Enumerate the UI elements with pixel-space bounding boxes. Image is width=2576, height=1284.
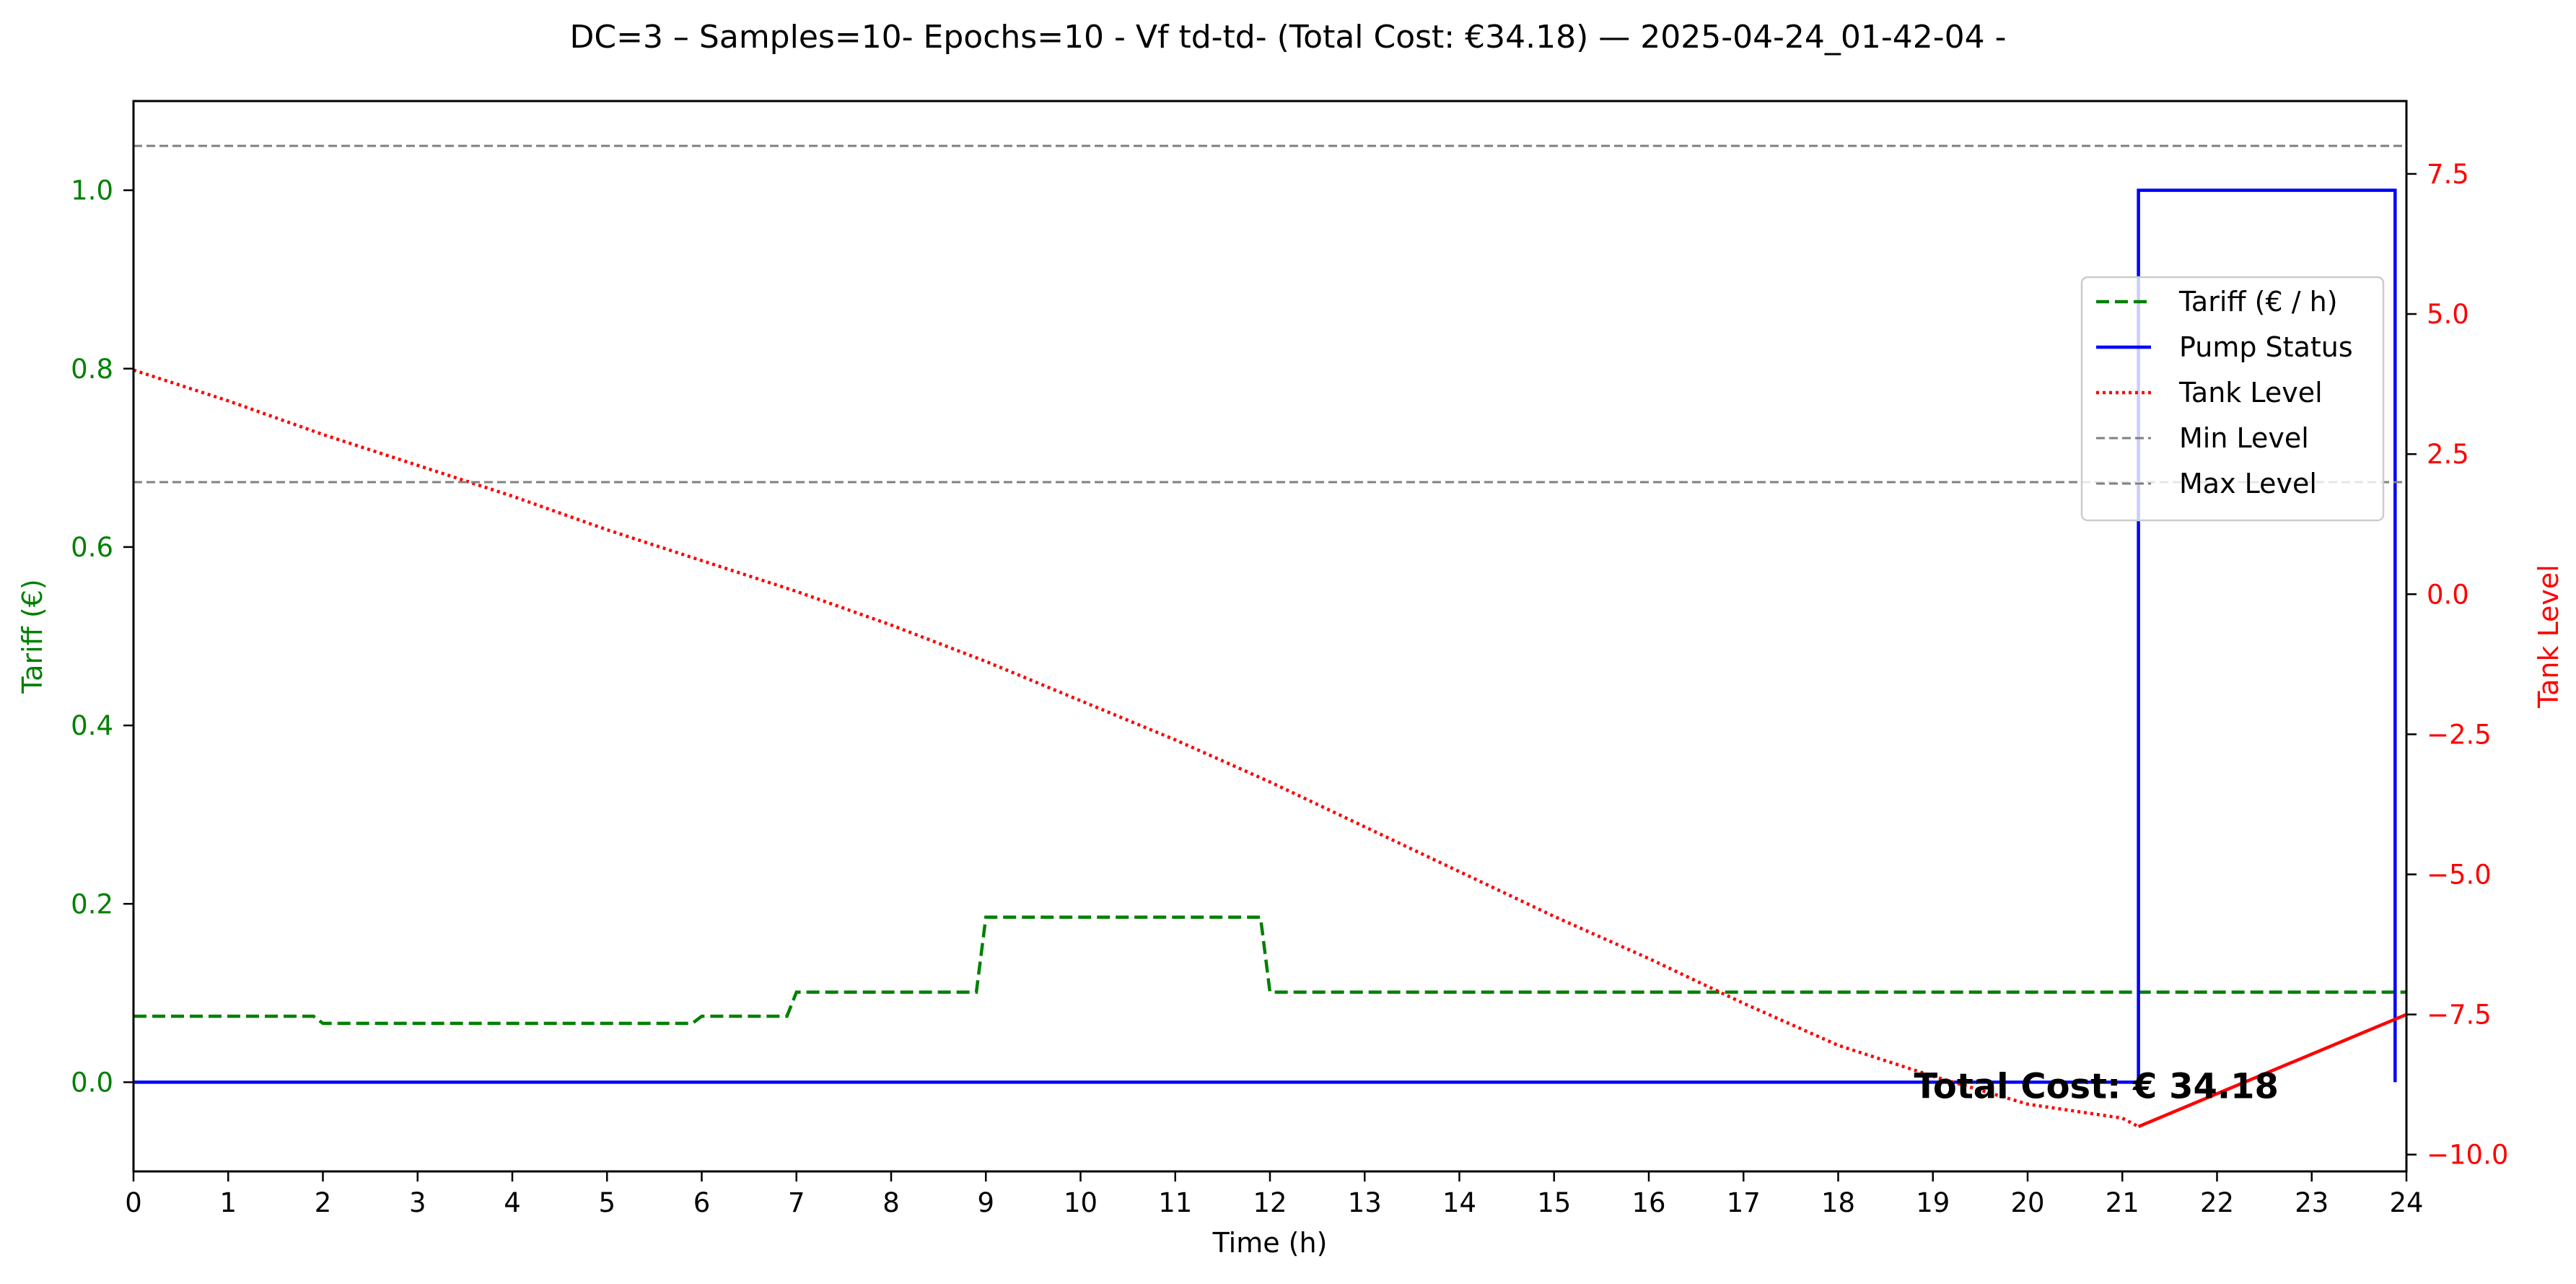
y-right-tick-label: 2.5 — [2427, 439, 2469, 470]
series-tariff-h — [133, 915, 2406, 1026]
plot-frame — [132, 100, 2408, 1173]
y-axis-left: 0.0 0.2 0.4 0.6 0.8 1.0 — [71, 175, 133, 1098]
x-tick-label: 5 — [598, 1187, 615, 1218]
y-left-tick-label: 0.2 — [71, 888, 113, 920]
x-axis: 0 1 2 3 4 5 6 7 8 9 10 11 12 13 14 15 16 17 18 19 20 21 22 23 24 — [125, 1171, 2424, 1218]
y-left-tick-label: 1.0 — [71, 175, 113, 206]
x-tick-label: 21 — [2106, 1187, 2139, 1218]
x-tick-label: 17 — [1727, 1187, 1761, 1218]
y-right-tick-label: −5.0 — [2427, 859, 2492, 890]
x-axis-title: Time (h) — [1212, 1227, 1328, 1259]
legend-label: Min Level — [2179, 422, 2309, 454]
x-tick-label: 11 — [1158, 1187, 1192, 1218]
x-tick-label: 18 — [1821, 1187, 1855, 1218]
x-tick-label: 16 — [1631, 1187, 1665, 1218]
series-tank-level-refill — [2137, 1013, 2407, 1128]
x-tick-label: 9 — [977, 1187, 994, 1218]
y-right-axis-title: Tank Level — [2533, 564, 2564, 709]
y-right-tick-label: 0.0 — [2427, 579, 2469, 610]
series-tank-level — [133, 368, 2139, 1128]
y-right-tick-label: −10.0 — [2427, 1140, 2508, 1171]
x-tick-label: 13 — [1348, 1187, 1382, 1218]
x-tick-label: 6 — [693, 1187, 711, 1218]
x-tick-label: 0 — [125, 1187, 142, 1218]
annotation-total-cost: Total Cost: € 34.18 — [1914, 1067, 2279, 1107]
x-tick-label: 12 — [1253, 1187, 1287, 1218]
y-left-tick-label: 0.8 — [71, 354, 113, 385]
x-tick-label: 1 — [219, 1187, 237, 1218]
x-tick-label: 4 — [504, 1187, 521, 1218]
series-pump-status — [133, 188, 2397, 1084]
legend-box — [2080, 276, 2385, 522]
x-tick-label: 15 — [1537, 1187, 1571, 1218]
annotation-layer: Total Cost: € 34.18 — [1914, 1067, 2279, 1107]
series-layer — [133, 144, 2407, 1128]
x-tick-label: 20 — [2010, 1187, 2044, 1218]
y-axis-right: −10.0 −7.5 −5.0 −2.5 0.0 2.5 5.0 7.5 — [2406, 159, 2508, 1171]
chart-title: DC=3 – Samples=10- Epochs=10 - Vf td-td-… — [569, 19, 2006, 56]
legend-label: Tank Level — [2178, 377, 2323, 409]
y-right-tick-label: 5.0 — [2427, 299, 2469, 330]
y-left-tick-label: 0.0 — [71, 1067, 113, 1098]
x-tick-label: 22 — [2200, 1187, 2234, 1218]
x-tick-label: 3 — [409, 1187, 426, 1218]
legend: Tariff (€ / h) Pump Status Tank Level Min L… — [2080, 276, 2385, 522]
x-tick-label: 8 — [882, 1187, 900, 1218]
y-right-tick-label: −2.5 — [2427, 719, 2492, 750]
x-tick-label: 24 — [2389, 1187, 2423, 1218]
y-left-tick-label: 0.6 — [71, 532, 113, 563]
legend-label: Tariff (€ / h) — [2178, 286, 2338, 318]
y-left-axis-title: Tariff (€) — [17, 579, 48, 694]
x-tick-label: 19 — [1916, 1187, 1950, 1218]
legend-label: Max Level — [2179, 468, 2317, 499]
x-tick-label: 14 — [1442, 1187, 1476, 1218]
y-right-tick-label: −7.5 — [2427, 1000, 2492, 1031]
x-tick-label: 2 — [315, 1187, 332, 1218]
legend-label: Pump Status — [2179, 331, 2353, 363]
x-tick-label: 7 — [788, 1187, 805, 1218]
y-right-tick-label: 7.5 — [2427, 159, 2469, 190]
y-left-tick-label: 0.4 — [71, 710, 113, 741]
x-tick-label: 23 — [2295, 1187, 2329, 1218]
x-tick-label: 10 — [1064, 1187, 1098, 1218]
